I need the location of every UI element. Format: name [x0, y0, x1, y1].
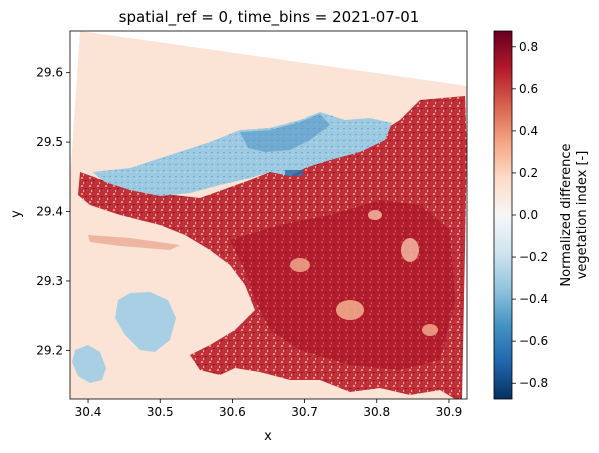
x-tick-label: 30.6 [219, 405, 246, 419]
colorbar [493, 30, 513, 400]
raster-light-patch [401, 238, 419, 262]
raster-light-patch [290, 258, 310, 272]
raster-lake-dark-spot [285, 170, 303, 176]
colorbar-tick-label: −0.6 [519, 334, 548, 348]
colorbar-tick-label: 0.6 [519, 82, 538, 96]
raster-sw-pond [115, 292, 176, 352]
raster-light-patch [422, 324, 438, 336]
x-tick-label: 30.4 [75, 405, 102, 419]
colorbar-tick-label: −0.2 [519, 250, 548, 264]
chart-title: spatial_ref = 0, time_bins = 2021-07-01 [119, 8, 420, 27]
y-axis-label: y [9, 210, 24, 218]
x-axis: 30.4 30.5 30.6 30.7 30.8 30.9 [75, 399, 463, 419]
colorbar-axis: −0.8 −0.6 −0.4 −0.2 0.0 0.2 0.4 0.6 0.8 [512, 40, 548, 390]
x-axis-label: x [264, 429, 272, 444]
y-tick-label: 29.2 [36, 343, 63, 357]
x-tick-label: 30.8 [363, 405, 390, 419]
colorbar-label-line-1: Normalized difference [559, 143, 574, 286]
colorbar-tick-label: −0.8 [519, 376, 548, 390]
raster-sw-pond [72, 345, 106, 383]
x-tick-label: 30.7 [291, 405, 318, 419]
x-tick-label: 30.9 [436, 405, 463, 419]
y-tick-label: 29.6 [36, 66, 63, 80]
colorbar-tick-label: 0.4 [519, 124, 538, 138]
y-axis: 29.2 29.3 29.4 29.5 29.6 [36, 66, 70, 357]
plot-frame [69, 30, 468, 400]
raster-light-patch [336, 300, 364, 320]
colorbar-tick-label: 0.2 [519, 166, 538, 180]
colorbar-tick-label: 0.8 [519, 40, 538, 54]
y-tick-label: 29.3 [36, 274, 63, 288]
colorbar-tick-label: 0.0 [519, 208, 538, 222]
colorbar-label-line-2: vegetation index [-] [575, 151, 590, 280]
ndvi-raster [70, 31, 467, 399]
raster-dense-vegetation [230, 200, 455, 370]
y-tick-label: 29.5 [36, 135, 63, 149]
x-tick-label: 30.5 [147, 405, 174, 419]
raster-pink-band [88, 235, 180, 250]
colorbar-tick-label: −0.4 [519, 292, 548, 306]
raster-light-patch [368, 210, 382, 220]
y-tick-label: 29.4 [36, 205, 63, 219]
raster-lake-dark-edge [240, 114, 330, 152]
